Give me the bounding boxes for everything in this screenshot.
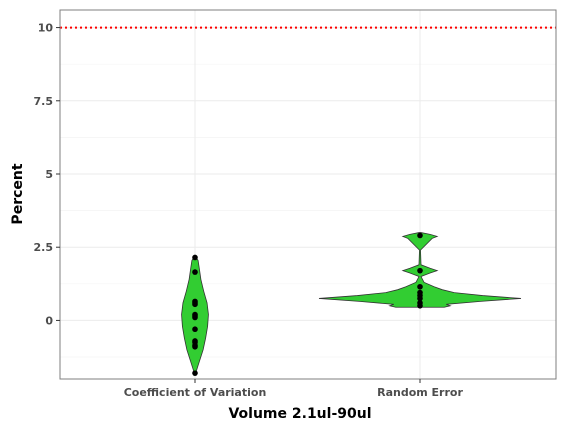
y-tick-label: 7.5	[34, 95, 54, 108]
y-axis-ticks: 0 2.5 5 7.5 10	[34, 22, 60, 327]
y-axis-title: Percent	[10, 163, 26, 224]
x-tick-label: Coefficient of Variation	[124, 386, 267, 399]
data-point	[417, 283, 423, 290]
data-point	[417, 302, 423, 309]
data-point	[192, 301, 198, 308]
y-tick-label: 10	[38, 22, 54, 35]
data-point	[192, 269, 198, 275]
x-tick-label: Random Error	[377, 386, 463, 399]
data-point	[192, 254, 198, 261]
data-point	[192, 326, 198, 333]
panel-background	[60, 10, 556, 379]
panel-border	[59, 9, 557, 380]
x-axis-ticks: Coefficient of Variation Random Error	[124, 379, 463, 399]
x-axis-title: Volume 2.1ul-90ul	[228, 406, 371, 422]
grid	[60, 10, 556, 379]
data-points	[192, 232, 423, 376]
data-point	[417, 232, 423, 239]
data-point	[417, 295, 423, 302]
y-tick-label: 2.5	[34, 241, 54, 254]
data-point	[192, 343, 198, 350]
y-tick-label: 0	[45, 314, 53, 327]
data-point	[192, 314, 198, 321]
data-point	[192, 370, 198, 376]
y-tick-label: 5	[45, 168, 53, 181]
data-point	[417, 267, 423, 274]
